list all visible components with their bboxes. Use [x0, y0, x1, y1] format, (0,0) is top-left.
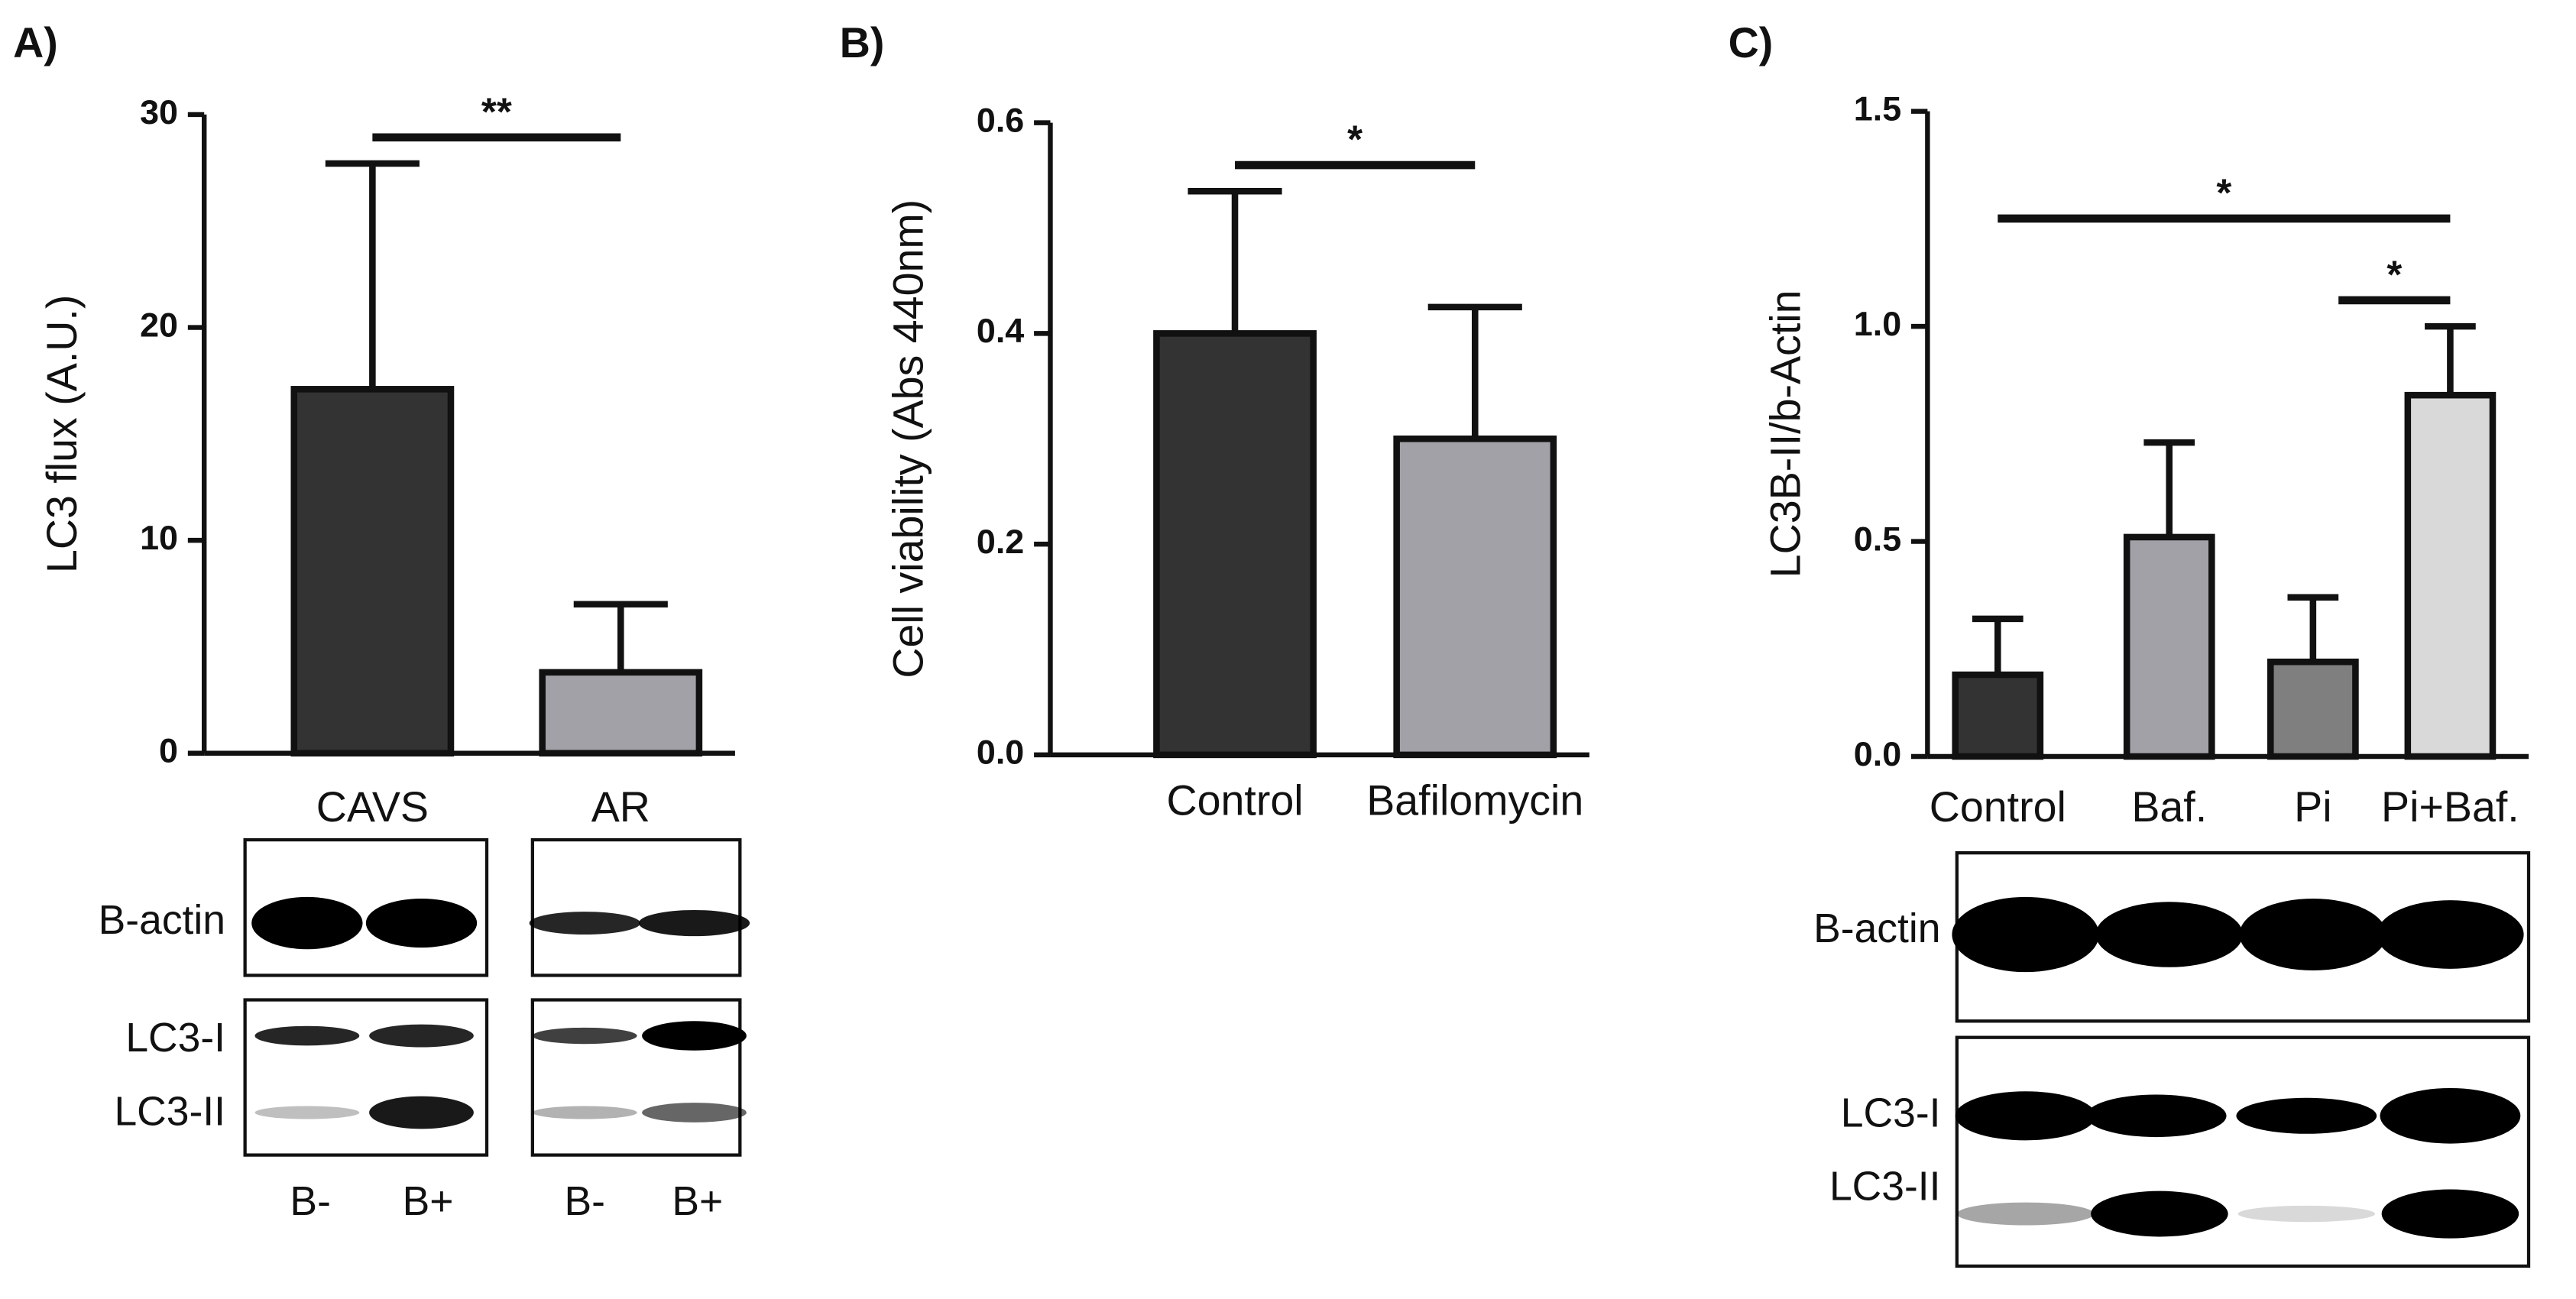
- x-tick-label: Baf.: [2131, 783, 2207, 831]
- blot-lane-label: B-: [290, 1179, 330, 1224]
- blot-band: [2377, 900, 2524, 969]
- blot-band: [365, 898, 478, 948]
- blot-band: [2239, 898, 2387, 971]
- y-axis-label: LC3 flux (A.U.): [38, 295, 86, 573]
- blot-band: [2237, 1205, 2376, 1223]
- bar: [2404, 391, 2497, 760]
- blot-band-label: LC3-II: [1829, 1165, 1941, 1210]
- blot-frame: [530, 837, 742, 977]
- blot-frame: [243, 998, 489, 1157]
- blot-band: [2085, 1094, 2227, 1138]
- y-axis-label: LC3B-II/b-Actin: [1761, 290, 1809, 578]
- blot-band: [369, 1096, 474, 1129]
- blot-lane-label: B+: [672, 1179, 723, 1224]
- bar: [290, 386, 455, 757]
- y-tick-label: 0.6: [977, 100, 1024, 139]
- x-tick-label: AR: [591, 783, 650, 831]
- x-tick-label: Pi: [2294, 783, 2331, 831]
- blot-band: [1955, 1091, 2096, 1141]
- bar: [1153, 330, 1317, 759]
- blot-band-label: B-actin: [1813, 906, 1940, 951]
- blot-lane-label: B-: [565, 1179, 605, 1224]
- significance-label: *: [1347, 118, 1363, 161]
- blot-band: [642, 1103, 747, 1122]
- blot-band: [532, 1106, 637, 1119]
- blot-lane-label: B+: [403, 1179, 454, 1224]
- y-axis-label: Cell viability (Abs 440nm): [884, 199, 932, 679]
- y-tick-label: 0.0: [977, 733, 1024, 772]
- x-tick-label: Bafilomycin: [1366, 777, 1583, 824]
- blot-band-label: LC3-I: [125, 1016, 225, 1061]
- blot-band: [251, 896, 363, 950]
- bar: [2267, 658, 2359, 760]
- blot-band: [2381, 1189, 2519, 1239]
- y-tick-label: 0.5: [1854, 519, 1901, 558]
- blot-band-label: LC3-I: [1841, 1090, 1941, 1135]
- significance-label: *: [2386, 253, 2402, 296]
- x-tick-label: Control: [1166, 777, 1303, 824]
- x-tick-label: CAVS: [316, 783, 429, 831]
- blot-band: [2380, 1087, 2521, 1144]
- y-tick-label: 0.0: [1854, 734, 1901, 773]
- panel-label: B): [840, 19, 885, 66]
- blot-band: [532, 1027, 637, 1045]
- bar: [1393, 435, 1557, 759]
- blot-band: [2236, 1097, 2377, 1134]
- blot-band: [254, 1106, 360, 1119]
- blot-band: [254, 1025, 360, 1046]
- x-tick-label: Pi+Baf.: [2381, 783, 2519, 831]
- significance-label: **: [481, 89, 512, 133]
- blot-band: [1952, 896, 2099, 973]
- blot-band: [642, 1021, 747, 1051]
- blot-band-label: B-actin: [99, 898, 225, 943]
- blot-band: [369, 1024, 474, 1048]
- y-tick-label: 0.4: [977, 311, 1024, 350]
- y-tick-label: 30: [140, 92, 178, 131]
- blot-band: [2095, 902, 2243, 967]
- bar: [1952, 671, 2044, 760]
- y-tick-label: 1.0: [1854, 304, 1901, 343]
- blot-band: [1956, 1202, 2095, 1226]
- blot-band: [638, 909, 750, 937]
- y-tick-label: 20: [140, 305, 178, 344]
- panel-label: A): [13, 19, 58, 66]
- y-tick-label: 1.5: [1854, 89, 1901, 128]
- significance-label: *: [2216, 171, 2231, 215]
- y-tick-label: 0.2: [977, 522, 1024, 561]
- x-tick-label: Control: [1930, 783, 2066, 831]
- bar: [2123, 533, 2215, 760]
- blot-band: [529, 912, 640, 935]
- y-tick-label: 0: [159, 731, 178, 770]
- panel-label: C): [1729, 19, 1774, 66]
- blot-band-label: LC3-II: [114, 1089, 225, 1134]
- y-tick-label: 10: [140, 518, 178, 557]
- bar: [539, 669, 703, 757]
- blot-band: [2091, 1190, 2228, 1237]
